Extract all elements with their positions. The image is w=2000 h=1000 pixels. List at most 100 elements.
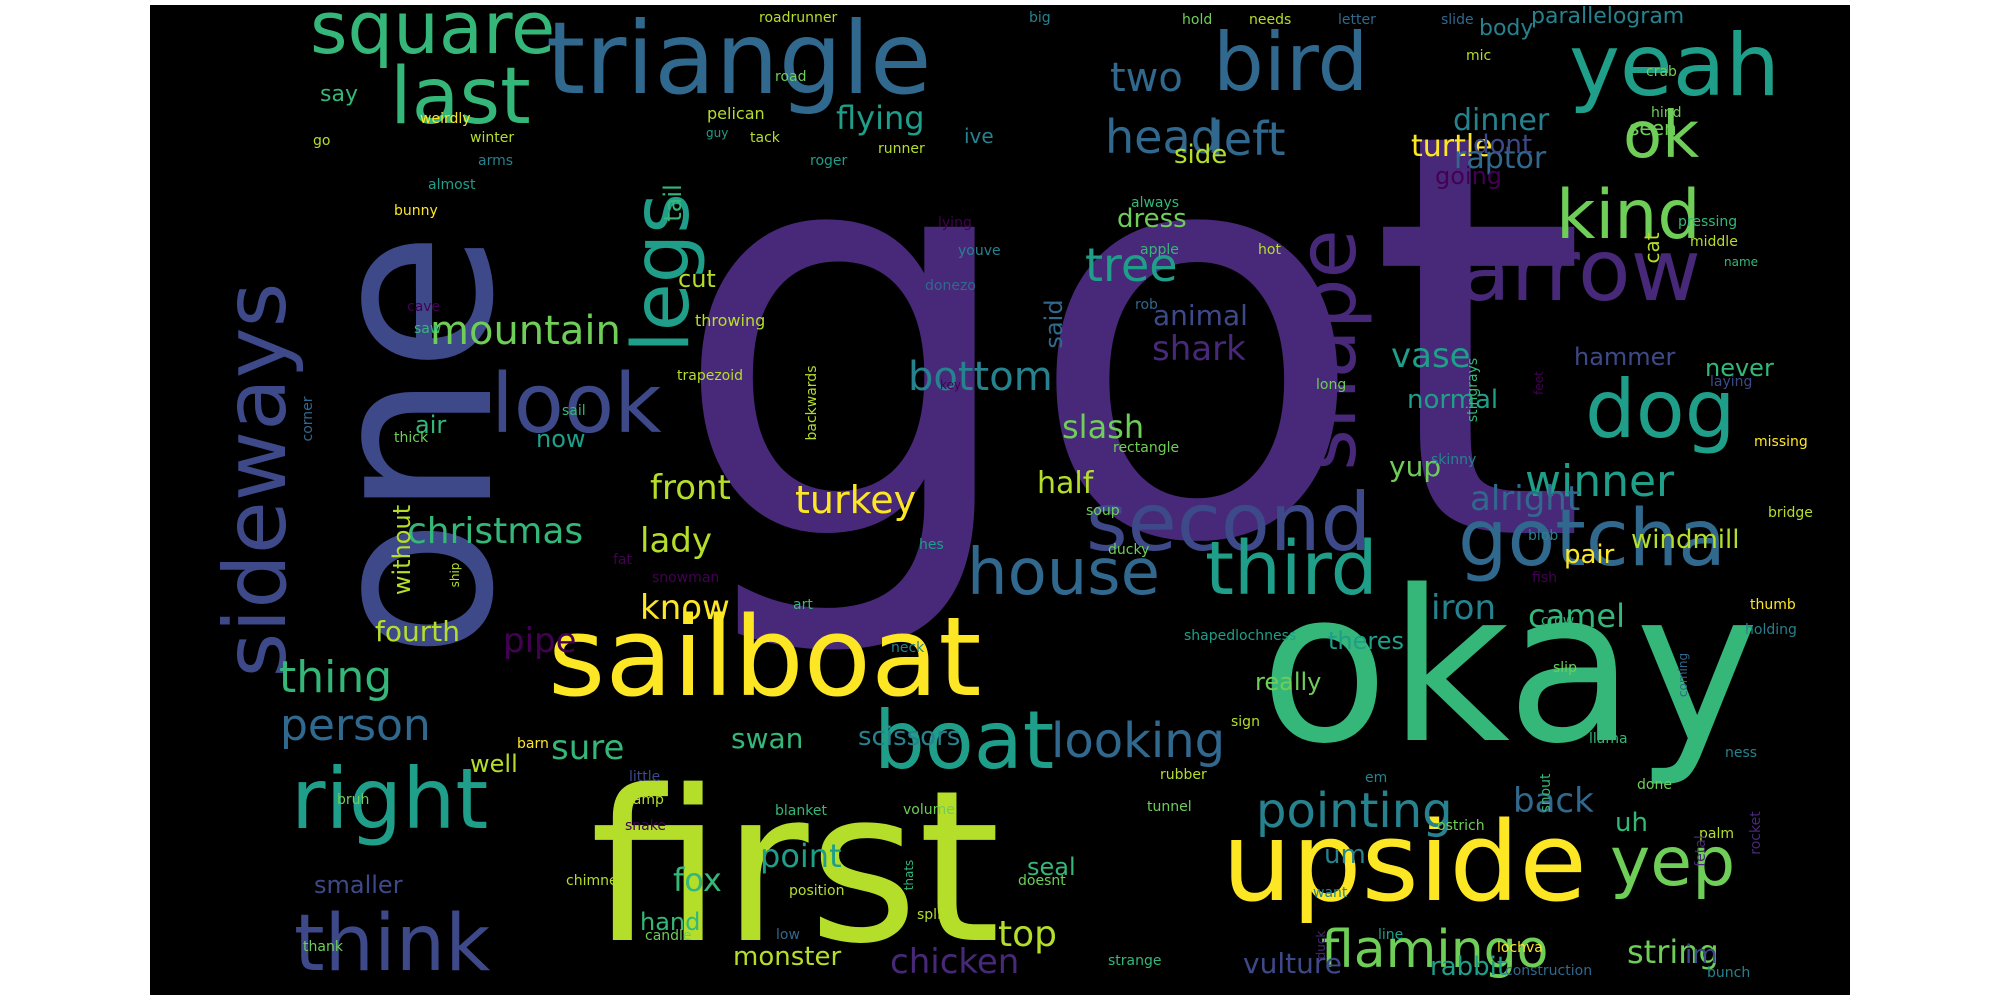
word-ducky: ducky [1108, 542, 1149, 558]
word-bridge: bridge [1768, 505, 1813, 521]
word-sail: sail [562, 403, 586, 419]
word-turtle: turtle [1411, 129, 1493, 164]
word-candle: candle [645, 928, 692, 944]
word-volume: volume [903, 802, 955, 818]
word-theres: theres [1328, 627, 1404, 655]
word-almost: almost [428, 177, 476, 193]
word-shapedlochness: shapedlochness [1184, 628, 1296, 644]
word-turkey: turkey [795, 478, 916, 522]
word-rob: rob [1135, 297, 1158, 313]
word-pair: pair [1564, 540, 1615, 570]
word-skinny: skinny [1431, 452, 1476, 468]
word-lying: lying [938, 215, 972, 231]
word-soup: soup [1086, 503, 1120, 519]
word-seal: seal [1027, 853, 1076, 881]
word-feet: feet [1532, 371, 1546, 395]
word-chicken: chicken [890, 942, 1019, 982]
word-smaller: smaller [314, 871, 403, 899]
word-cloud-background [150, 5, 1850, 995]
word-left: left [1211, 112, 1286, 166]
word-string: string [1627, 933, 1719, 971]
word-alright: alright [1470, 479, 1580, 519]
word-head: head [1105, 110, 1220, 164]
word-hammer: hammer [1574, 343, 1675, 371]
word-key: key [940, 378, 961, 392]
word-bunch: bunch [1707, 965, 1750, 981]
word-flamingo: flamingo [1321, 920, 1549, 980]
word-youve: youve [958, 243, 1001, 259]
word-tack: tack [750, 130, 781, 146]
word-done: done [1637, 777, 1672, 793]
word-im: im [1685, 940, 1718, 970]
word-third: third [1205, 526, 1378, 612]
word-rabbit: rabbit [1430, 952, 1507, 982]
word-normal: normal [1407, 385, 1498, 415]
word-now: now [536, 425, 586, 453]
word-art: art [793, 597, 813, 613]
word-upside: upside [1222, 798, 1587, 926]
word-vase: vase [1391, 336, 1471, 376]
word-monster: monster [733, 942, 841, 972]
word-legs: legs [617, 193, 707, 353]
word-construction: construction [1505, 963, 1592, 979]
word-donezo: donezo [925, 278, 976, 294]
word-blanket: blanket [775, 803, 827, 819]
word-said: said [1040, 299, 1068, 348]
word-got: got [670, 14, 1588, 666]
word-runner: runner [878, 141, 925, 157]
word-cloud-canvas: gotoneokayfirstsailboatupsidetrianglesid… [150, 5, 1850, 995]
word-front: front [650, 468, 731, 508]
word-never: never [1705, 354, 1774, 382]
word-um: um [1324, 840, 1366, 870]
word-stingrays: stingrays [1465, 358, 1481, 422]
word-sailboat: sailboat [548, 593, 982, 721]
word-fourth: fourth [375, 615, 460, 648]
word-doesnt: doesnt [1018, 873, 1066, 889]
word-fish: fish [1532, 570, 1557, 586]
word-really: really [1255, 668, 1321, 696]
word-strange: strange [1108, 953, 1162, 969]
word-hold: hold [1182, 12, 1212, 28]
word-crab: crab [1646, 64, 1677, 80]
word-bottom: bottom [908, 354, 1053, 400]
word-bunny: bunny [394, 203, 438, 219]
word-low: low [776, 927, 800, 943]
word-dinner: dinner [1453, 103, 1550, 138]
word-hind: hind [1651, 105, 1682, 121]
word-pressing: pressing [1678, 214, 1737, 230]
word-line: line [1378, 927, 1403, 943]
word-scissors: scissors [858, 722, 960, 752]
word-house: house [967, 536, 1160, 610]
word-thumb: thumb [1750, 597, 1796, 613]
word-one: one [278, 231, 545, 659]
word-dog: dog [1585, 363, 1736, 456]
word-shape: shape [1281, 229, 1374, 470]
word-slash: slash [1062, 408, 1144, 446]
word-square: square [310, 5, 555, 70]
word-letter: letter [1338, 12, 1376, 28]
word-arrow: arrow [1458, 221, 1701, 321]
word-fat: fat [613, 552, 633, 568]
word-thing: thing [279, 652, 392, 703]
word-ive: ive [964, 124, 994, 148]
word-raptor: raptor [1454, 141, 1547, 176]
word-slide: slide [1441, 12, 1474, 28]
word-kind: kind [1556, 176, 1701, 255]
word-go: go [313, 133, 330, 149]
word-cave: cave [407, 299, 440, 315]
word-gotcha: gotcha [1458, 494, 1726, 584]
word-rubber: rubber [1160, 767, 1207, 783]
word-pointing: pointing [1256, 783, 1453, 839]
word-dress: dress [1117, 204, 1187, 234]
word-roger: roger [810, 153, 848, 169]
word-little: little [629, 769, 660, 785]
word-ok: ok [1623, 99, 1699, 173]
word-name: name [1724, 255, 1758, 269]
word-think: think [294, 899, 490, 989]
word-first: first [590, 745, 1000, 990]
word-air: air [415, 411, 446, 439]
word-needs: needs [1249, 12, 1291, 28]
word-position: position [789, 883, 844, 899]
word-seen: seen [1629, 116, 1677, 140]
word-dont: dont [1473, 130, 1532, 160]
